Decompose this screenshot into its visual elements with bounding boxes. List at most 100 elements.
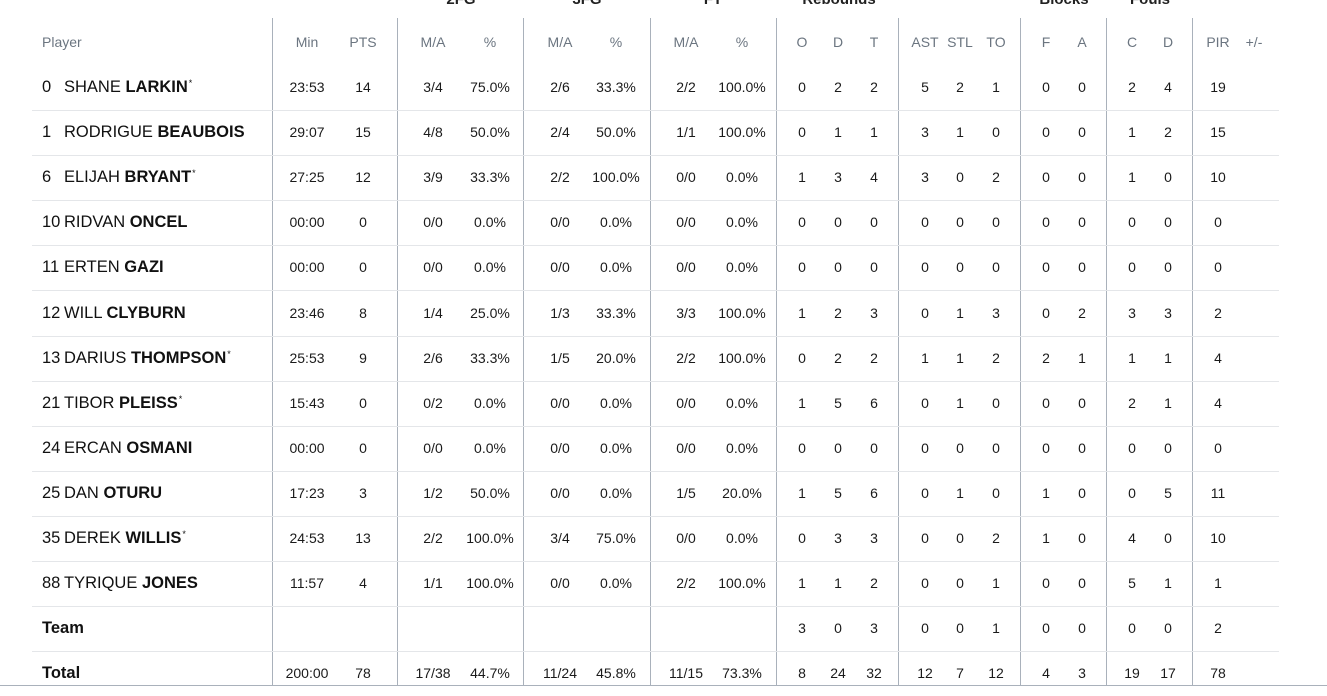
stat-foul-c: 0: [1128, 485, 1136, 501]
header-foul-c[interactable]: C: [1126, 34, 1138, 50]
stat-blk-f: 2: [1042, 350, 1050, 366]
stat-ast: 5: [921, 79, 929, 95]
stat-blk-a: 0: [1078, 169, 1086, 185]
stat-stl: 1: [956, 485, 964, 501]
stat-3fg-ma: 2/4: [550, 124, 570, 140]
player-name[interactable]: 12 WILL CLYBURN: [42, 304, 186, 323]
player-number: 24: [42, 439, 61, 457]
player-number: 25: [42, 484, 61, 502]
stat-min: 23:53: [289, 79, 325, 95]
stat-ft-pct: 20.0%: [722, 485, 762, 501]
stat-foul-c: 1: [1128, 169, 1136, 185]
header-blk-f[interactable]: F: [1041, 34, 1051, 50]
header-2fg-pct[interactable]: %: [483, 34, 497, 50]
stat-2fg-ma: 0/0: [423, 259, 443, 275]
player-last-name: THOMPSON: [130, 349, 227, 367]
header-3fg-ma[interactable]: M/A: [547, 34, 573, 50]
stat-2fg-ma: 4/8: [423, 124, 443, 140]
player-name[interactable]: 6 ELIJAH BRYANT*: [42, 168, 196, 187]
player-name[interactable]: 10 RIDVAN ONCEL: [42, 213, 187, 232]
player-name[interactable]: 13 DARIUS THOMPSON*: [42, 349, 231, 368]
stat-ast: 0: [921, 440, 929, 456]
stat-to: 0: [992, 485, 1000, 501]
stat-stl: 0: [956, 259, 964, 275]
header-foul-d[interactable]: D: [1162, 34, 1174, 50]
stat-reb-t: 3: [870, 620, 878, 636]
stat-ast: 0: [921, 305, 929, 321]
stat-foul-d: 2: [1164, 124, 1172, 140]
stat-ft-ma: 0/0: [676, 395, 696, 411]
stat-pts: 78: [355, 665, 371, 681]
stat-2fg-pct: 33.3%: [470, 350, 510, 366]
stat-pir: 2: [1214, 620, 1222, 636]
stat-min: 24:53: [289, 530, 325, 546]
player-name[interactable]: 88 TYRIQUE JONES: [42, 574, 198, 593]
header-ft-pct[interactable]: %: [735, 34, 749, 50]
stat-ft-pct: 73.3%: [722, 665, 762, 681]
stat-foul-c: 0: [1128, 259, 1136, 275]
player-name[interactable]: 25 DAN OTURU: [42, 484, 162, 503]
stat-pir: 2: [1214, 305, 1222, 321]
stat-2fg-pct: 50.0%: [470, 485, 510, 501]
stat-min: 23:46: [289, 305, 325, 321]
stat-foul-c: 2: [1128, 395, 1136, 411]
stat-ft-pct: 100.0%: [718, 305, 766, 321]
stat-stl: 1: [956, 124, 964, 140]
player-last-name: LARKIN: [125, 78, 188, 96]
stat-reb-d: 0: [834, 214, 842, 230]
starter-mark: *: [192, 168, 196, 178]
stat-pts: 3: [359, 485, 367, 501]
header-pir[interactable]: PIR: [1206, 34, 1230, 50]
player-name[interactable]: 35 DEREK WILLIS*: [42, 529, 186, 548]
player-name[interactable]: 0 SHANE LARKIN*: [42, 78, 192, 97]
header-reb-t[interactable]: T: [869, 34, 879, 50]
stat-ft-pct: 0.0%: [726, 169, 758, 185]
stat-foul-c: 1: [1128, 124, 1136, 140]
header-reb-o[interactable]: O: [796, 34, 808, 50]
player-last-name: WILLIS: [125, 529, 182, 547]
header-3fg-pct[interactable]: %: [609, 34, 623, 50]
stat-ft-ma: 0/0: [676, 259, 696, 275]
header-min[interactable]: Min: [295, 34, 319, 50]
player-name[interactable]: 11 ERTEN GAZI: [42, 258, 164, 277]
header-reb-d[interactable]: D: [832, 34, 844, 50]
stat-foul-d: 0: [1164, 530, 1172, 546]
player-row: 88 TYRIQUE JONES 11:57 4 1/1 100.0% 0/0 0.0% 2/2…: [32, 561, 1279, 607]
stat-reb-t: 3: [870, 530, 878, 546]
stat-3fg-pct: 33.3%: [596, 79, 636, 95]
header-blk-a[interactable]: A: [1077, 34, 1087, 50]
stat-2fg-pct: 0.0%: [474, 440, 506, 456]
stat-reb-o: 0: [798, 530, 806, 546]
stat-3fg-ma: 0/0: [550, 395, 570, 411]
player-name[interactable]: 1 RODRIGUE BEAUBOIS: [42, 123, 245, 142]
stat-2fg-ma: 0/2: [423, 395, 443, 411]
stat-reb-t: 0: [870, 259, 878, 275]
stat-ft-ma: 0/0: [676, 169, 696, 185]
player-name[interactable]: 21 TIBOR PLEISS*: [42, 394, 182, 413]
stat-foul-c: 5: [1128, 575, 1136, 591]
header-ast[interactable]: AST: [911, 34, 939, 50]
player-first-name: WILL: [64, 304, 102, 322]
stat-ft-ma: 2/2: [676, 350, 696, 366]
stat-to: 0: [992, 214, 1000, 230]
stat-3fg-pct: 45.8%: [596, 665, 636, 681]
starter-mark: *: [188, 78, 193, 88]
header-ft-ma[interactable]: M/A: [673, 34, 699, 50]
header-to[interactable]: TO: [986, 34, 1006, 50]
stat-blk-a: 0: [1078, 395, 1086, 411]
stat-ft-pct: 100.0%: [718, 350, 766, 366]
player-number: 13: [42, 349, 61, 367]
header-pts[interactable]: PTS: [349, 34, 377, 50]
header-plusminus[interactable]: +/-: [1245, 34, 1263, 50]
stat-pir: 0: [1214, 440, 1222, 456]
stat-reb-d: 24: [830, 665, 846, 681]
header-player[interactable]: Player: [42, 34, 82, 50]
stat-foul-c: 0: [1128, 620, 1136, 636]
stat-stl: 0: [956, 575, 964, 591]
stat-3fg-ma: 11/24: [543, 665, 577, 681]
header-stl[interactable]: STL: [947, 34, 973, 50]
player-row: 25 DAN OTURU 17:23 3 1/2 50.0% 0/0 0.0% 1/5 20.0%…: [32, 471, 1279, 517]
player-name[interactable]: 24 ERCAN OSMANI: [42, 439, 192, 458]
stat-blk-a: 1: [1078, 350, 1086, 366]
header-2fg-ma[interactable]: M/A: [420, 34, 446, 50]
